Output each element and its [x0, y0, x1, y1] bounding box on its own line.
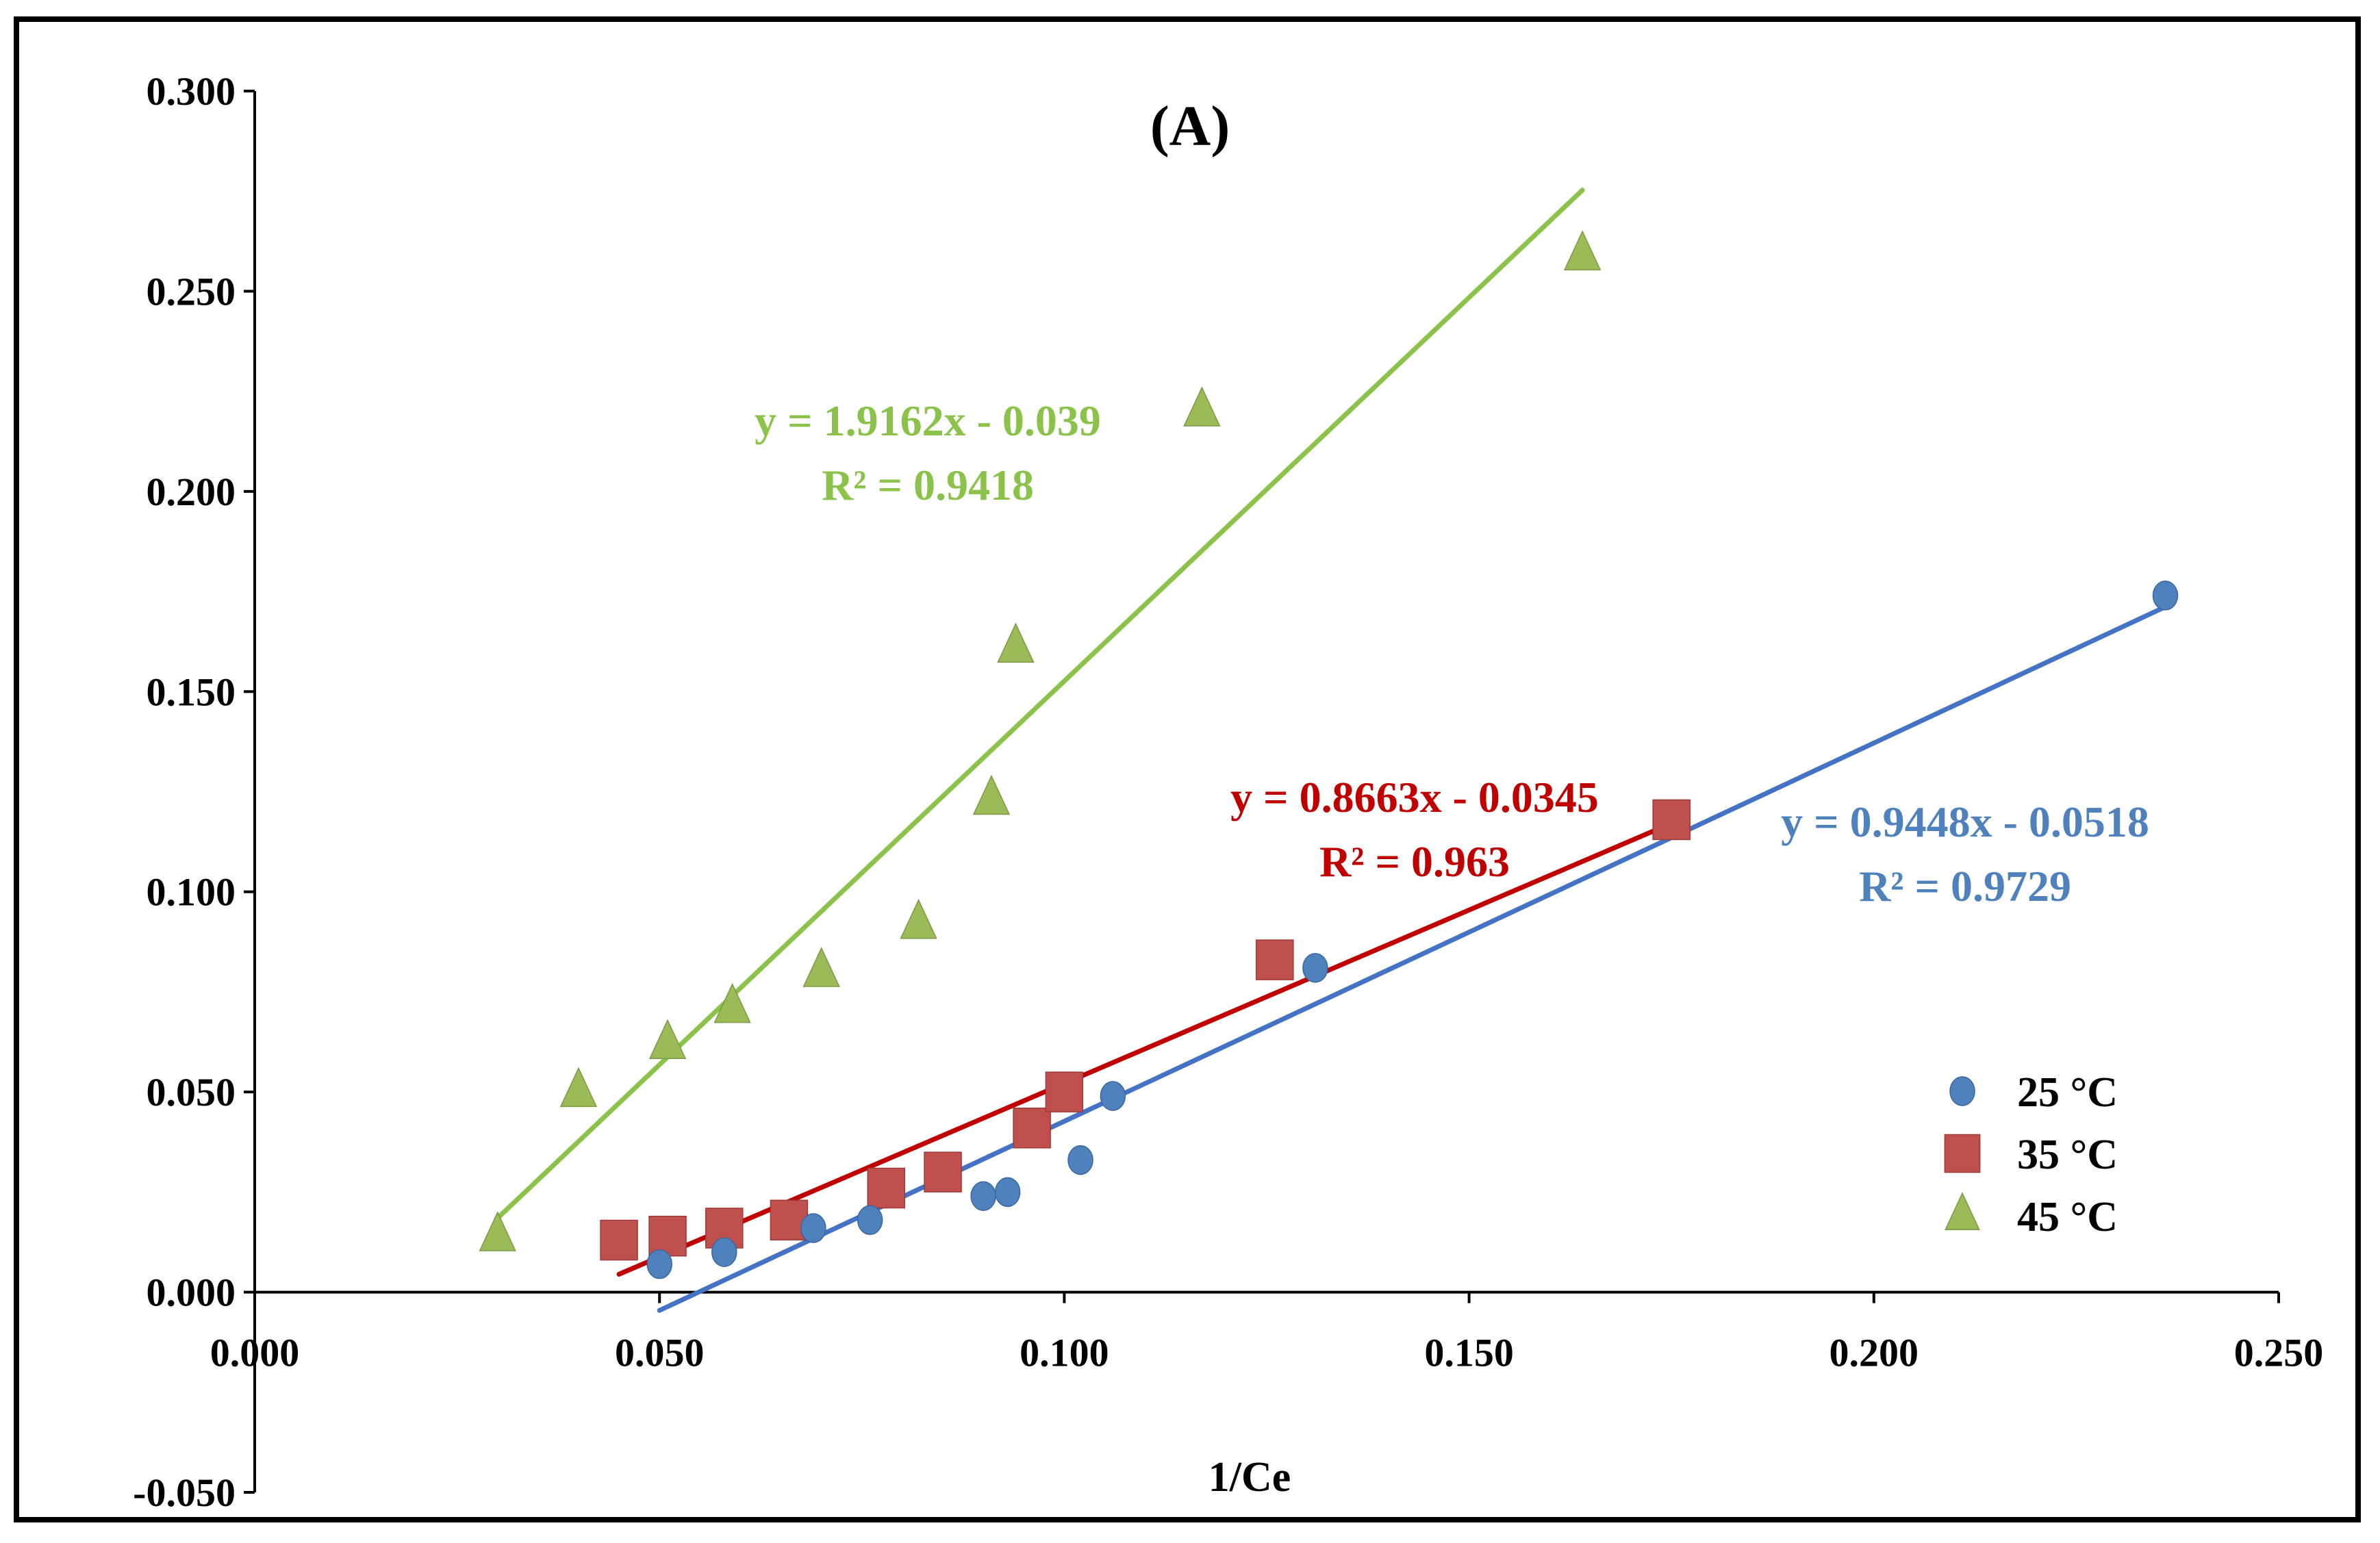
trendline-labels: y = 0.9448x - 0.0518 R² = 0.9729 y = 0.866…	[755, 396, 2149, 910]
point-35c	[1652, 799, 1691, 841]
point-35c	[924, 1151, 962, 1193]
point-45c	[479, 1211, 516, 1251]
legend-marker	[1949, 1076, 1975, 1106]
y-tick-label: 0.150	[147, 670, 236, 714]
point-25c	[970, 1181, 996, 1211]
x-tick-label: 0.250	[2234, 1331, 2324, 1375]
point-35c	[1013, 1108, 1051, 1149]
equation-25c: y = 0.9448x - 0.0518	[1781, 798, 2149, 846]
legend-marker	[1945, 1192, 1980, 1230]
point-45c	[1183, 386, 1221, 426]
y-tick-label: -0.050	[133, 1470, 236, 1515]
equation-45c: y = 1.9162x - 0.039	[755, 396, 1101, 445]
point-25c	[1302, 953, 1328, 983]
x-tick-label: 0.050	[615, 1331, 705, 1375]
point-35c	[648, 1215, 687, 1257]
chart-title: (A)	[1150, 94, 1230, 158]
point-25c	[857, 1205, 883, 1236]
y-tick-label: 0.250	[147, 269, 236, 314]
point-45c	[997, 622, 1035, 663]
trendline-45c	[495, 188, 1585, 1221]
chart-frame	[14, 16, 2361, 1522]
point-35c	[1256, 939, 1294, 980]
r-squared-25c: R² = 0.9729	[1859, 862, 2071, 910]
y-tick-label: 0.000	[147, 1271, 236, 1315]
point-45c	[972, 774, 1011, 815]
point-25c	[1067, 1145, 1093, 1175]
x-axis-title: 1/Ce	[1208, 1454, 1291, 1501]
trendline-25c	[657, 604, 2168, 1313]
point-45c	[802, 947, 840, 987]
y-tick-label: 0.050	[147, 1070, 236, 1114]
legend-item-45c: 45 °C	[1945, 1192, 2118, 1240]
axes: -0.050 0.000 0.050 0.100 0.150 0.200 0.250 0.30…	[133, 69, 2323, 1515]
r-squared-35c: R² = 0.963	[1319, 837, 1510, 886]
y-tick-label: 0.100	[147, 870, 236, 915]
point-45c	[648, 1019, 687, 1059]
x-tick-label: 0.200	[1830, 1331, 1919, 1375]
point-45c	[900, 899, 937, 939]
x-tick-label: 0.100	[1020, 1331, 1109, 1375]
legend-label: 25 °C	[2017, 1069, 2118, 1116]
y-tick-label: 0.200	[147, 470, 236, 514]
point-25c	[646, 1249, 672, 1279]
point-45c	[713, 982, 751, 1023]
legend-label: 35 °C	[2017, 1132, 2118, 1178]
legend-item-25c: 25 °C	[1949, 1069, 2118, 1116]
trendline-35c	[616, 821, 1674, 1277]
legend: 25 °C 35 °C 45 °C	[1944, 1069, 2118, 1240]
point-25c	[711, 1237, 737, 1267]
point-25c	[2152, 581, 2179, 611]
x-tick-label: 0.150	[1424, 1331, 1514, 1375]
legend-item-35c: 35 °C	[1944, 1132, 2118, 1178]
point-35c	[867, 1167, 906, 1209]
point-25c	[1100, 1081, 1126, 1111]
y-tick-label: 0.300	[147, 69, 236, 114]
point-25c	[800, 1213, 826, 1243]
r-squared-45c: R² = 0.9418	[822, 461, 1034, 509]
point-35c	[600, 1219, 638, 1261]
legend-label: 45 °C	[2017, 1194, 2118, 1240]
point-45c	[1563, 230, 1602, 270]
data-points	[479, 230, 2179, 1279]
point-45c	[559, 1067, 598, 1108]
x-tick-label: 0.000	[210, 1331, 300, 1375]
legend-marker	[1944, 1134, 1981, 1173]
trendlines	[495, 188, 2168, 1313]
point-25c	[994, 1177, 1021, 1208]
point-35c	[1045, 1071, 1084, 1112]
equation-35c: y = 0.8663x - 0.0345	[1230, 773, 1599, 821]
